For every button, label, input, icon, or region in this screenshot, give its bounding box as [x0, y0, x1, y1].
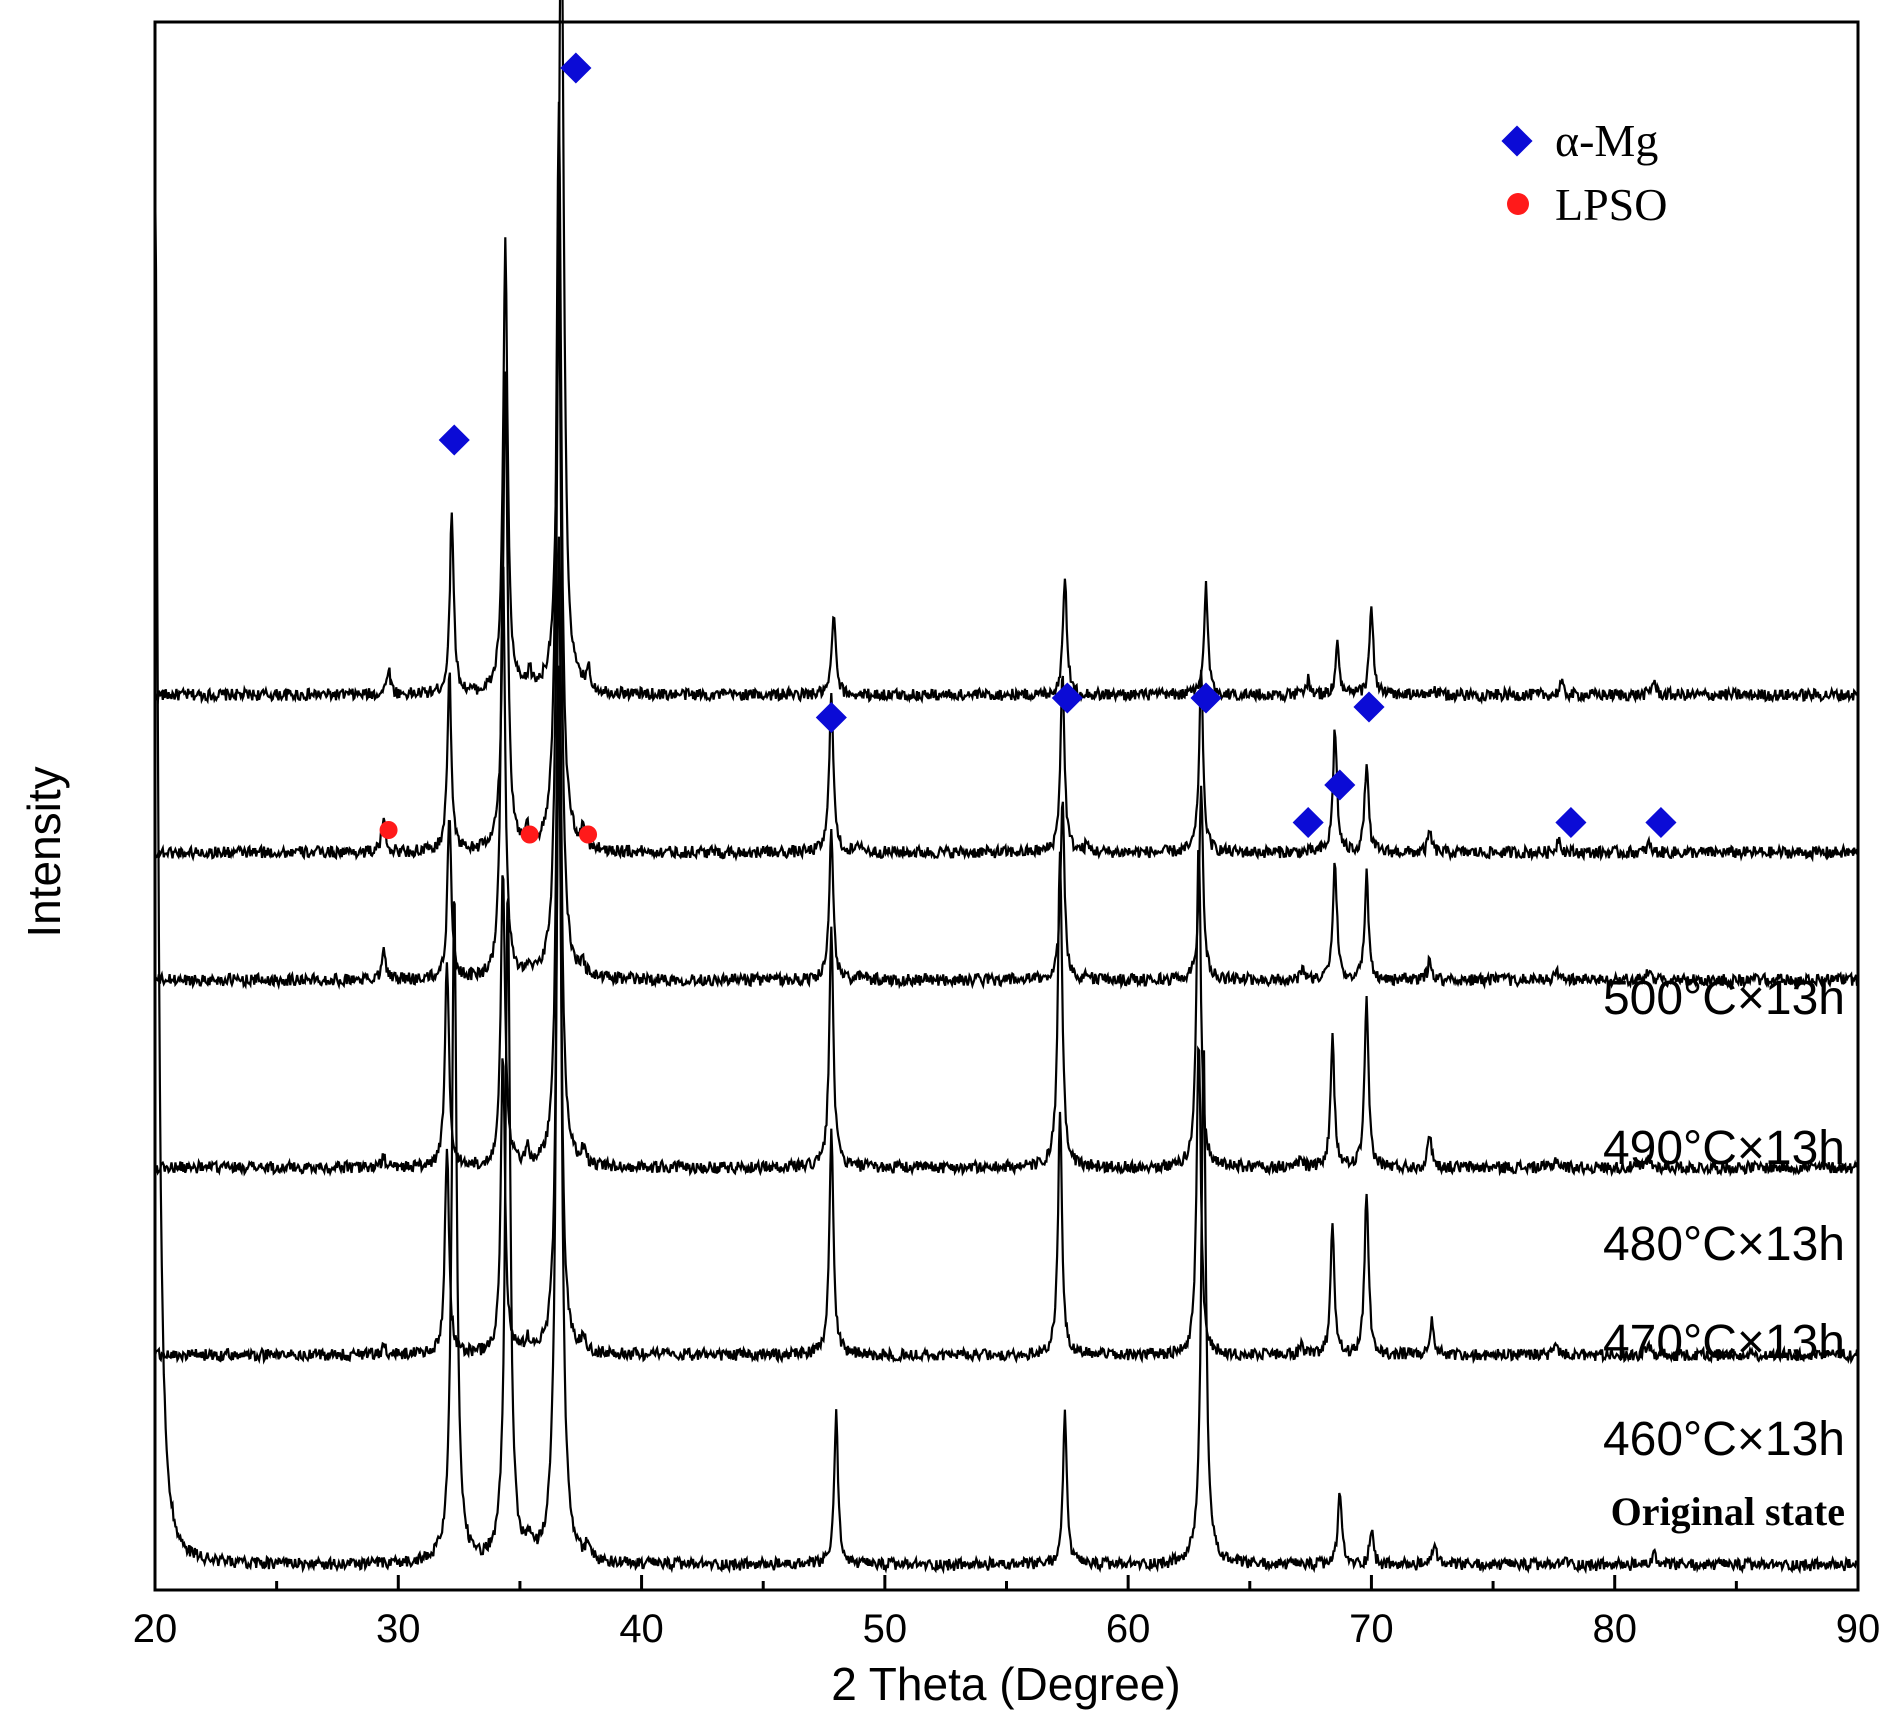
curve-label-1: 490°C×13h — [1603, 1122, 1845, 1175]
y-axis-label: Intensity — [18, 766, 70, 937]
curve-labels: 500°C×13h 490°C×13h 480°C×13h 470°C×13h 460°… — [1603, 972, 1845, 1534]
x-tick-label-80: 80 — [1592, 1607, 1637, 1651]
alpha-mg-marker-7 — [1292, 806, 1324, 839]
curve-500-c-13h — [153, 0, 1860, 705]
x-tick-label-60: 60 — [1106, 1607, 1151, 1651]
x-tick-label-30: 30 — [376, 1607, 421, 1651]
curve-480-c-13h — [154, 255, 1860, 991]
x-tick-label-50: 50 — [863, 1607, 908, 1651]
alpha-mg-marker-9 — [1645, 806, 1677, 839]
curve-label-0: 500°C×13h — [1603, 972, 1845, 1025]
lpso-marker-0 — [379, 821, 398, 839]
legend-alpha-mg-marker — [1501, 125, 1533, 157]
x-axis-label: 2 Theta (Degree) — [831, 1658, 1180, 1710]
alpha-mg-marker-2 — [815, 701, 847, 734]
curve-label-3: 470°C×13h — [1603, 1316, 1845, 1369]
curve-label-2: 480°C×13h — [1603, 1218, 1845, 1271]
curve-490-c-13h — [153, 101, 1860, 863]
curve-460-c-13h — [153, 705, 1860, 1365]
x-tick-label-40: 40 — [619, 1607, 664, 1651]
legend-alpha-mg-label: α-Mg — [1555, 115, 1658, 166]
lpso-marker-2 — [579, 825, 598, 844]
curve-label-4: 460°C×13h — [1603, 1413, 1845, 1466]
alpha-mg-marker-6 — [1324, 769, 1356, 801]
lpso-marker-1 — [520, 825, 539, 844]
curve-original-state — [153, 172, 1860, 1575]
alpha-mg-marker-5 — [1353, 691, 1385, 723]
x-axis-ticks: 20 30 40 50 60 70 80 90 — [133, 1575, 1881, 1651]
x-tick-label-20: 20 — [133, 1607, 178, 1651]
alpha-mg-marker-0 — [438, 424, 470, 456]
legend-lpso-marker — [1507, 193, 1529, 215]
x-tick-label-90: 90 — [1836, 1607, 1881, 1651]
alpha-mg-marker-8 — [1555, 806, 1587, 839]
curve-470-c-13h — [153, 536, 1860, 1178]
legend-lpso-label: LPSO — [1555, 179, 1667, 230]
curve-label-5: Original state — [1611, 1489, 1845, 1534]
markers-layer — [379, 52, 1677, 844]
curves-layer — [153, 0, 1860, 1575]
x-tick-label-70: 70 — [1349, 1607, 1394, 1651]
alpha-mg-marker-1 — [560, 52, 592, 84]
legend: α-Mg LPSO — [1501, 115, 1667, 230]
